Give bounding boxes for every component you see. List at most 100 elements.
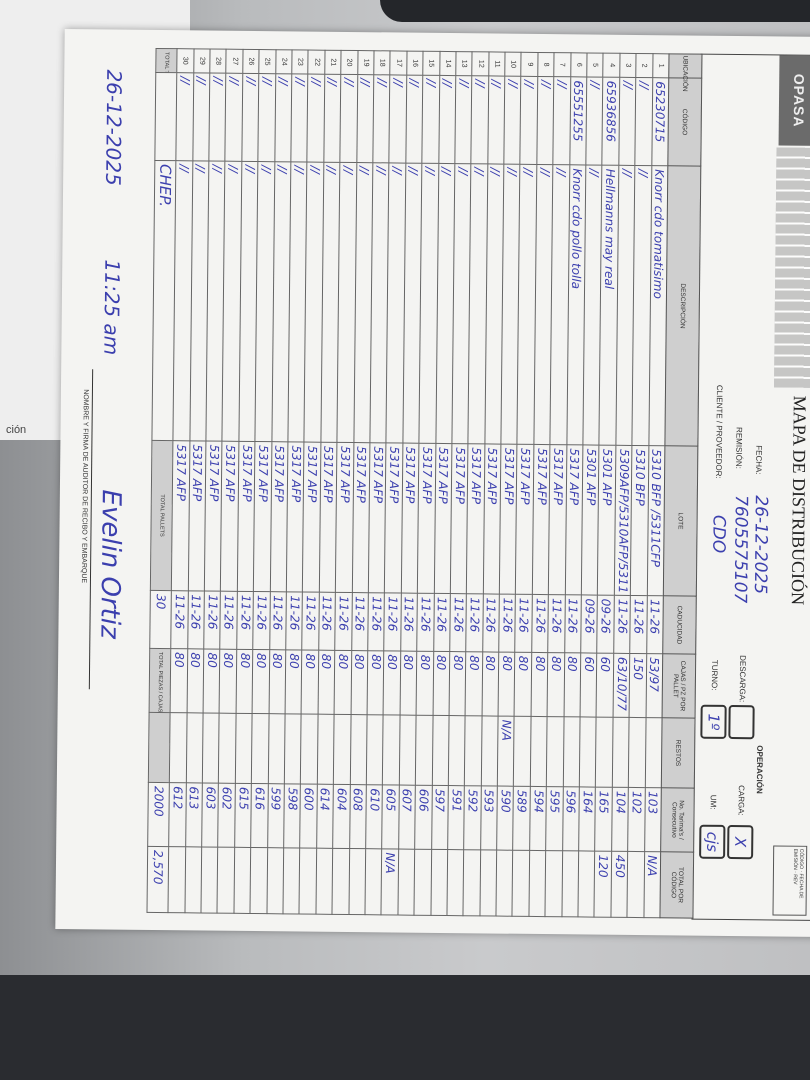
caducidad-cell[interactable]: 11-26 (384, 592, 402, 652)
descripcion-cell[interactable]: // (451, 163, 472, 444)
total-cell[interactable] (446, 849, 464, 916)
consecutivo-cell[interactable]: 610 (365, 784, 383, 849)
restos-cell[interactable] (251, 713, 269, 784)
restos-cell[interactable] (644, 717, 663, 788)
lote-cell[interactable]: 5317 AFP (269, 441, 288, 592)
caducidad-cell[interactable]: 11-26 (498, 594, 516, 653)
codigo-cell[interactable]: // (372, 74, 391, 163)
total-cell[interactable]: N/A (643, 851, 661, 918)
restos-cell[interactable] (366, 714, 384, 785)
restos-cell[interactable] (562, 716, 581, 787)
total-cell[interactable] (217, 847, 235, 914)
caducidad-cell[interactable]: 11-26 (515, 594, 533, 653)
lote-cell[interactable]: 5317 AFP (302, 442, 321, 593)
restos-cell[interactable] (317, 714, 335, 785)
descripcion-cell[interactable]: // (468, 163, 488, 444)
lote-cell[interactable]: 5317 AFP (466, 443, 485, 594)
total-cell[interactable] (201, 846, 219, 914)
descripcion-cell[interactable]: Hellmanns may real (599, 165, 619, 446)
caducidad-cell[interactable]: 11-26 (269, 591, 287, 650)
restos-cell[interactable] (349, 714, 368, 785)
descripcion-cell[interactable]: // (550, 164, 570, 445)
lote-cell[interactable]: 5310 BFP (630, 445, 649, 596)
descripcion-cell[interactable]: // (271, 161, 291, 442)
total-cell[interactable] (250, 847, 268, 914)
descripcion-cell[interactable]: // (419, 163, 439, 444)
consecutivo-cell[interactable]: 616 (250, 783, 268, 848)
lote-cell[interactable]: 5310 BFP /5311CFP (646, 445, 665, 596)
cajas-cell[interactable]: 80 (432, 651, 450, 716)
codigo-cell[interactable]: // (192, 72, 210, 162)
lote-cell[interactable]: 5317 AFP (171, 440, 190, 591)
descripcion-cell[interactable]: // (287, 161, 308, 443)
total-cell[interactable] (512, 850, 530, 917)
codigo-cell[interactable]: // (307, 74, 325, 163)
descripcion-cell[interactable]: // (173, 160, 193, 441)
consecutivo-cell[interactable]: 608 (349, 784, 367, 849)
restos-cell[interactable] (169, 712, 187, 783)
codigo-cell[interactable]: // (438, 75, 456, 164)
restos-cell[interactable] (481, 715, 499, 787)
codigo-cell[interactable]: // (421, 75, 440, 164)
lote-cell[interactable]: 5317 AFP (433, 443, 452, 594)
codigo-cell[interactable]: 65230715 (651, 77, 669, 166)
consecutivo-cell[interactable]: 597 (431, 785, 449, 850)
lote-cell[interactable]: 5317 AFP (253, 441, 272, 592)
cajas-cell[interactable]: 150 (629, 653, 647, 718)
lote-cell[interactable]: 5317 AFP (417, 443, 436, 594)
restos-cell[interactable] (431, 715, 449, 786)
caducidad-cell[interactable]: 11-26 (236, 591, 254, 650)
lote-cell[interactable]: 5317 AFP (450, 443, 469, 594)
fecha-value[interactable]: 26-12-2025 (749, 495, 771, 595)
lote-cell[interactable]: 5317 AFP (335, 442, 354, 593)
caducidad-cell[interactable]: 11-26 (646, 595, 664, 654)
total-cell[interactable] (364, 848, 383, 915)
lote-cell[interactable]: 5317 AFP (499, 444, 518, 595)
codigo-cell[interactable]: // (323, 74, 341, 163)
consecutivo-cell[interactable]: 599 (267, 783, 285, 848)
caducidad-cell[interactable]: 11-26 (613, 595, 631, 654)
caducidad-cell[interactable]: 11-26 (449, 593, 467, 652)
restos-cell[interactable] (382, 714, 400, 786)
cajas-cell[interactable]: 80 (465, 651, 483, 716)
codigo-cell[interactable]: 65551255 (569, 76, 587, 165)
cajas-cell[interactable]: 80 (268, 649, 286, 714)
cajas-cell[interactable]: 80 (367, 650, 385, 715)
codigo-cell[interactable]: // (208, 73, 227, 162)
lote-cell[interactable]: 5317 AFP (204, 440, 223, 592)
caducidad-cell[interactable]: 11-26 (334, 592, 352, 651)
signature-date[interactable]: 26-12-2025 (101, 69, 127, 186)
restos-cell[interactable] (415, 715, 433, 786)
consecutivo-cell[interactable]: 615 (234, 783, 252, 848)
total-cell[interactable] (168, 846, 186, 913)
total-cell[interactable] (479, 849, 497, 917)
caducidad-cell[interactable]: 11-26 (318, 592, 336, 651)
total-cell[interactable] (627, 851, 645, 918)
descripcion-cell[interactable]: // (353, 162, 373, 443)
codigo-cell[interactable]: // (520, 76, 538, 165)
codigo-cell[interactable]: // (225, 73, 243, 162)
restos-cell[interactable] (284, 713, 302, 785)
caducidad-cell[interactable]: 11-26 (203, 590, 221, 650)
codigo-cell[interactable]: // (241, 73, 260, 162)
restos-cell[interactable] (513, 716, 531, 787)
codigo-cell[interactable]: // (356, 74, 374, 163)
cajas-cell[interactable]: 53/97 (645, 653, 663, 718)
total-cell[interactable] (528, 850, 546, 917)
consecutivo-cell[interactable]: 590 (496, 786, 514, 851)
restos-cell[interactable] (464, 715, 482, 786)
consecutivo-cell[interactable]: 592 (463, 785, 482, 850)
carga-checkbox[interactable]: X (727, 824, 754, 860)
grand-total-value[interactable]: 2,570 (147, 846, 169, 913)
restos-cell[interactable] (202, 712, 220, 784)
codigo-cell[interactable]: // (274, 73, 292, 162)
consecutivo-cell[interactable]: 165 (595, 787, 613, 852)
descripcion-cell[interactable]: // (435, 163, 455, 444)
consecutivo-cell[interactable]: 614 (316, 784, 334, 849)
caducidad-cell[interactable]: 09-26 (580, 594, 598, 654)
codigo-cell[interactable]: 65936856 (602, 77, 620, 166)
cajas-cell[interactable]: 80 (252, 649, 270, 714)
cajas-cell[interactable]: 80 (317, 650, 335, 715)
cajas-cell[interactable]: 80 (203, 648, 221, 714)
descripcion-cell[interactable]: // (205, 161, 226, 442)
